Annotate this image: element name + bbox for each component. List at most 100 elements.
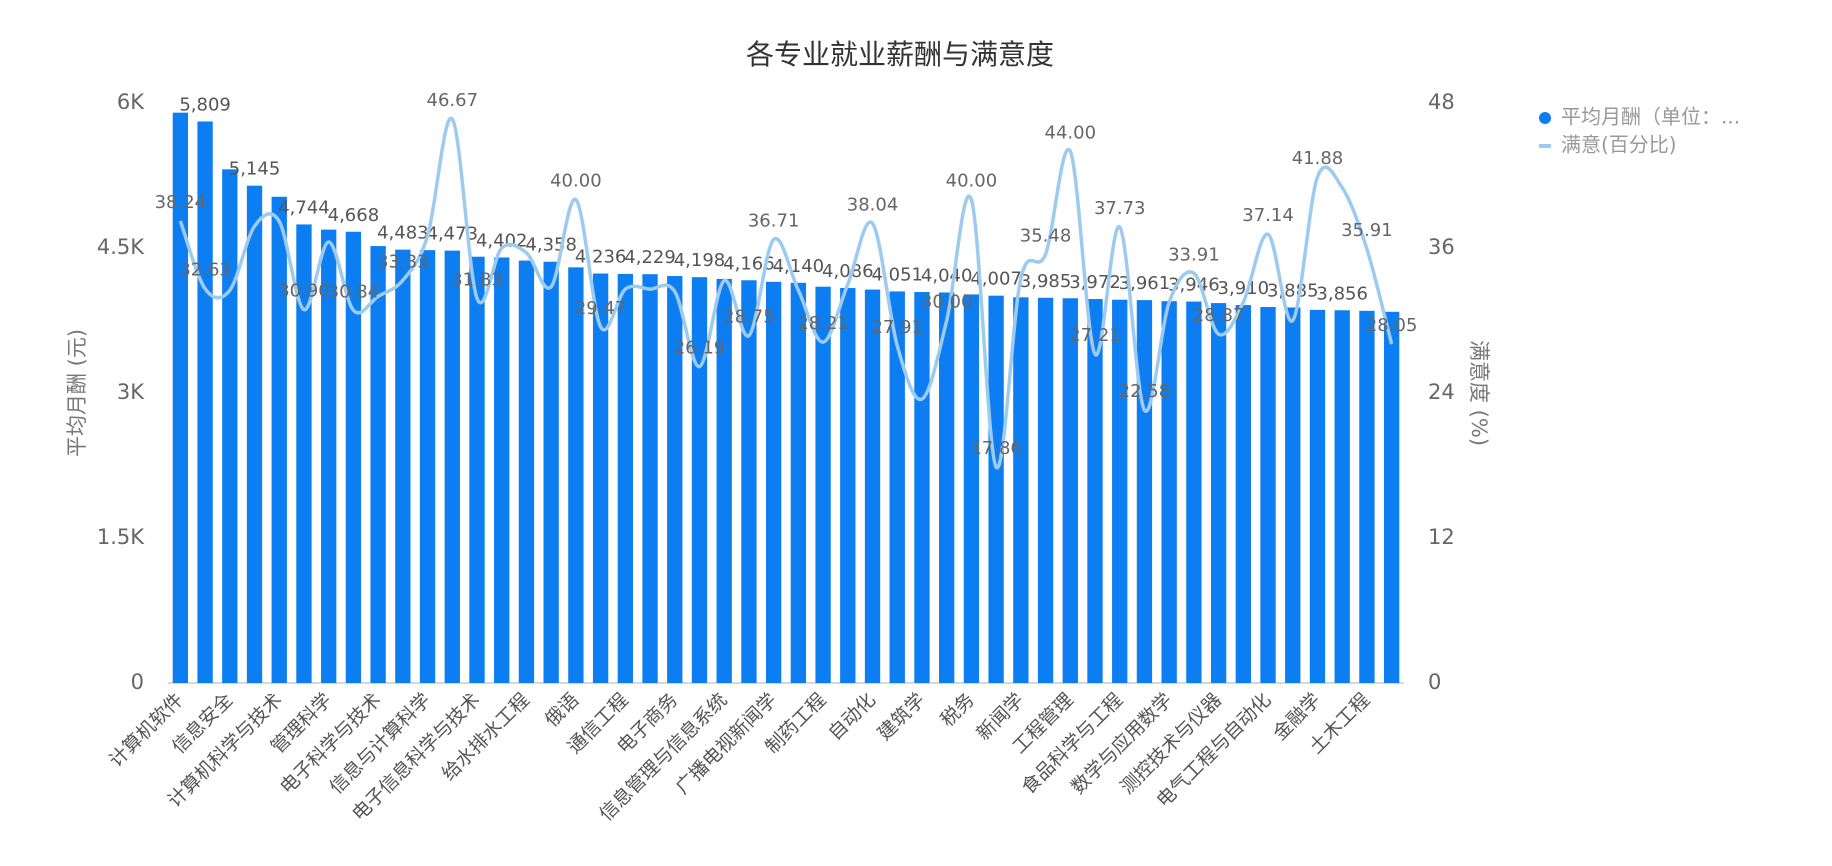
bar bbox=[840, 288, 856, 683]
line-value-label: 22.58 bbox=[1119, 381, 1171, 402]
bar-value-label: 3,910 bbox=[1218, 278, 1270, 299]
y2-tick-label: 36 bbox=[1428, 235, 1455, 259]
bar-value-label: 4,483 bbox=[377, 223, 429, 244]
bar bbox=[889, 291, 905, 683]
bar bbox=[1112, 299, 1128, 683]
bar bbox=[1136, 300, 1153, 683]
x-tick-label: 税务 bbox=[936, 689, 978, 731]
line-value-label: 27.21 bbox=[1069, 325, 1121, 346]
bar bbox=[296, 224, 312, 683]
bar bbox=[716, 278, 732, 683]
y-tick-label: 0 bbox=[131, 670, 144, 694]
line-value-label: 30.84 bbox=[328, 281, 380, 302]
line-value-label: 35.48 bbox=[1020, 225, 1072, 246]
line-value-label: 40.00 bbox=[550, 171, 602, 192]
chart-title: 各专业就业薪酬与满意度 bbox=[746, 38, 1054, 71]
bar-value-label: 4,198 bbox=[674, 250, 726, 271]
y-axis-label: 平均月酬 (元) bbox=[65, 329, 89, 457]
bar bbox=[271, 196, 287, 683]
bar bbox=[222, 169, 238, 683]
bar bbox=[815, 286, 831, 683]
bar bbox=[395, 249, 411, 684]
bar-value-label: 4,086 bbox=[822, 261, 874, 282]
bar bbox=[1334, 310, 1350, 683]
bar bbox=[172, 112, 189, 683]
bar bbox=[568, 267, 584, 683]
bar bbox=[1037, 297, 1054, 683]
x-tick-label: 建筑学 bbox=[874, 689, 930, 745]
line-value-label: 33.91 bbox=[1168, 244, 1220, 265]
bar-value-label: 4,140 bbox=[773, 256, 825, 277]
bar bbox=[1186, 301, 1202, 683]
y2-axis-label: 满意度 (%) bbox=[1467, 340, 1491, 446]
bar bbox=[444, 250, 460, 684]
bar bbox=[667, 276, 683, 683]
line-value-label: 40.00 bbox=[946, 171, 998, 192]
legend-label: 满意(百分比) bbox=[1561, 133, 1677, 157]
legend-marker bbox=[1539, 144, 1551, 148]
bar bbox=[518, 260, 535, 683]
bar bbox=[642, 274, 658, 683]
x-tick-label: 俄语 bbox=[541, 689, 583, 731]
bar bbox=[790, 282, 807, 683]
line-value-label: 28.87 bbox=[1193, 305, 1245, 326]
y-tick-label: 6K bbox=[117, 90, 145, 114]
bar bbox=[1062, 298, 1078, 683]
bar bbox=[963, 294, 980, 683]
bar bbox=[741, 280, 757, 683]
line-value-label: 26.19 bbox=[674, 338, 726, 359]
bar bbox=[617, 273, 633, 683]
bar-value-label: 4,040 bbox=[921, 265, 973, 286]
y-tick-label: 1.5K bbox=[97, 525, 145, 549]
bar-value-label: 4,051 bbox=[871, 264, 923, 285]
line-value-label: 38.04 bbox=[847, 194, 899, 215]
line-value-label: 31.83 bbox=[451, 269, 503, 290]
bar bbox=[864, 289, 881, 683]
bar bbox=[988, 295, 1004, 683]
bar-value-label: 3,856 bbox=[1316, 283, 1368, 304]
bar bbox=[345, 231, 362, 683]
line-value-label: 36.71 bbox=[748, 210, 800, 231]
x-tick-label: 计算机软件 bbox=[105, 689, 188, 772]
bar-value-label: 5,145 bbox=[229, 159, 281, 180]
line-value-label: 46.67 bbox=[427, 90, 479, 111]
bar bbox=[1383, 311, 1400, 683]
bar bbox=[939, 292, 955, 683]
bar-value-label: 4,358 bbox=[525, 235, 577, 256]
bar bbox=[1309, 309, 1326, 683]
line bbox=[178, 116, 1394, 470]
bar-value-label: 3,885 bbox=[1267, 280, 1319, 301]
bar-value-label: 4,236 bbox=[575, 247, 627, 268]
line-value-label: 38.24 bbox=[155, 192, 207, 213]
line-value-label: 37.14 bbox=[1242, 205, 1294, 226]
bar bbox=[1087, 299, 1103, 683]
bar bbox=[246, 185, 263, 683]
y2-tick-label: 12 bbox=[1428, 525, 1455, 549]
line-value-label: 17.86 bbox=[970, 438, 1022, 459]
x-tick-label: 自动化 bbox=[824, 689, 880, 745]
bar-value-label: 3,972 bbox=[1069, 272, 1121, 293]
line-value-label: 30.90 bbox=[278, 281, 330, 302]
bar bbox=[469, 256, 485, 683]
bar bbox=[1013, 297, 1029, 683]
x-tick-label: 给水排水工程 bbox=[438, 689, 534, 785]
bar bbox=[1210, 303, 1227, 683]
line-value-label: 33.33 bbox=[377, 251, 429, 272]
bar-value-label: 4,166 bbox=[723, 253, 775, 274]
bar bbox=[419, 250, 436, 684]
line-value-label: 28.75 bbox=[723, 307, 775, 328]
y-tick-label: 4.5K bbox=[97, 235, 145, 259]
line-value-label: 37.73 bbox=[1094, 198, 1146, 219]
bar-value-label: 5,809 bbox=[179, 94, 231, 115]
bar-value-label: 4,007 bbox=[970, 269, 1022, 290]
bar bbox=[543, 261, 559, 683]
bar bbox=[197, 121, 213, 684]
line-value-label: 27.91 bbox=[871, 317, 923, 338]
y-tick-label: 3K bbox=[117, 380, 145, 404]
bar bbox=[1359, 310, 1375, 683]
bar-value-label: 3,961 bbox=[1119, 273, 1171, 294]
bar bbox=[691, 277, 708, 683]
line-value-label: 35.91 bbox=[1341, 220, 1393, 241]
bar bbox=[370, 246, 386, 684]
bar-value-label: 4,229 bbox=[624, 247, 676, 268]
